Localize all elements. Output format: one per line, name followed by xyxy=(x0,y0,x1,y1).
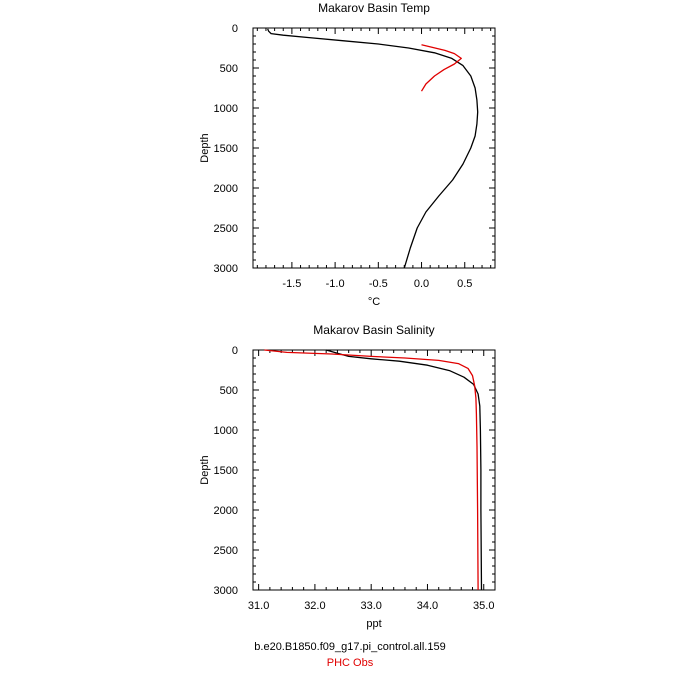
panel-2-x-tick-label: 34.0 xyxy=(417,600,438,612)
panel-1-y-tick-label: 2500 xyxy=(214,223,238,235)
panel-2-x-tick-label: 33.0 xyxy=(360,600,381,612)
panel-1-x-tick-label: 0.5 xyxy=(457,278,472,290)
panel-1-y-axis-label: Depth xyxy=(199,133,211,162)
panel-2-series-model-line xyxy=(326,349,483,591)
panel-1-x-tick-label: -1.5 xyxy=(282,278,301,290)
panel-2-series-obs-line xyxy=(264,349,479,591)
panel-1-y-tick-label: 0 xyxy=(232,23,238,35)
panel-1-y-tick-label: 3000 xyxy=(214,263,238,275)
panel-1-series-obs-line xyxy=(420,44,462,92)
panel-1-series-model-line xyxy=(267,28,479,269)
panel-2-y-tick-label: 2000 xyxy=(214,505,238,517)
panel-2-plot: Makarov Basin Salinity 31.0 32.0 33.0 34.0 35… xyxy=(199,323,496,630)
legend-obs-label: PHC Obs xyxy=(326,657,374,669)
panel-1-y-tick-label: 1000 xyxy=(214,103,238,115)
panel-1-frame xyxy=(252,27,496,269)
panel-2-y-tick-label: 3000 xyxy=(214,585,238,597)
panel-2-x-tick-label: 35.0 xyxy=(473,600,494,612)
panel-2-x-tick-label: 32.0 xyxy=(304,600,325,612)
panel-2-title: Makarov Basin Salinity xyxy=(313,323,434,337)
panel-2-frame xyxy=(252,349,496,591)
panel-2-y-axis-label: Depth xyxy=(199,455,211,484)
panel-1-x-axis-label: °C xyxy=(368,296,380,308)
panel-1-x-tick-label: 0.0 xyxy=(414,278,429,290)
panel-1-x-tick-label: -0.5 xyxy=(369,278,388,290)
legend-model-label: b.e20.B1850.f09_g17.pi_control.all.159 xyxy=(254,641,446,653)
panel-1-title: Makarov Basin Temp xyxy=(318,1,430,15)
panel-1-y-tick-label: 2000 xyxy=(214,183,238,195)
panel-1-x-tick-label: -1.0 xyxy=(326,278,345,290)
panel-1-plot: Makarov Basin Temp -1.5 -1.0 -0.5 0.0 0.5 0 500… xyxy=(199,1,496,308)
panel-2-y-tick-label: 0 xyxy=(232,345,238,357)
panel-2-y-tick-label: 500 xyxy=(220,385,238,397)
panel-2-y-tick-label: 2500 xyxy=(214,545,238,557)
panel-1-y-tick-label: 1500 xyxy=(214,143,238,155)
panel-1-y-tick-label: 500 xyxy=(220,63,238,75)
panel-2-y-tick-label: 1000 xyxy=(214,425,238,437)
panel-2-x-axis-label: ppt xyxy=(366,618,381,630)
panel-2-y-tick-label: 1500 xyxy=(214,465,238,477)
panel-2-x-tick-label: 31.0 xyxy=(248,600,269,612)
